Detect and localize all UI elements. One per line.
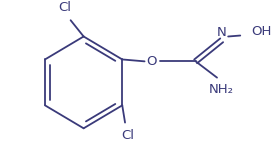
Text: N: N: [217, 26, 227, 39]
Text: O: O: [147, 55, 157, 68]
Text: Cl: Cl: [58, 1, 72, 14]
Text: OH: OH: [251, 25, 272, 38]
Text: Cl: Cl: [121, 129, 134, 142]
Text: NH₂: NH₂: [209, 83, 234, 96]
